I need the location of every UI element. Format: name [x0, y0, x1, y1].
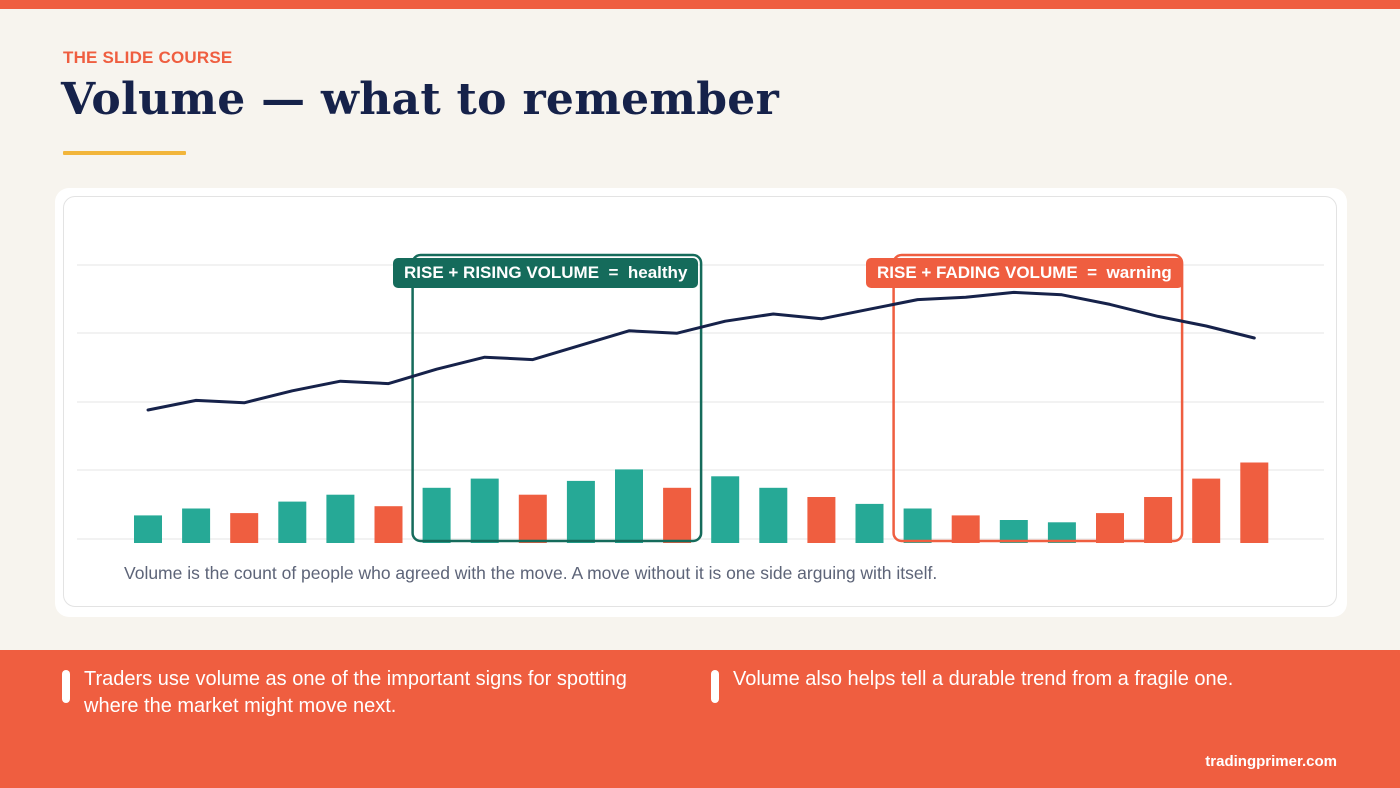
volume-bars	[134, 462, 1269, 543]
volume-bar	[1047, 522, 1076, 543]
footer-bullet: Traders use volume as one of the importa…	[62, 666, 662, 720]
warning-zone-box	[892, 253, 1184, 543]
volume-bar	[903, 508, 932, 543]
chart-caption: Volume is the count of people who agreed…	[124, 563, 938, 583]
volume-bar	[711, 476, 740, 543]
volume-bar	[182, 508, 211, 543]
healthy-zone-box	[411, 253, 703, 543]
volume-bar	[615, 469, 643, 543]
volume-bar	[759, 487, 788, 543]
volume-bar	[374, 506, 403, 543]
volume-bar	[470, 478, 499, 543]
footer-panel: Traders use volume as one of the importa…	[0, 650, 1400, 788]
annotation-boxes	[411, 253, 1184, 543]
volume-bar	[663, 487, 692, 543]
volume-bar	[999, 520, 1028, 543]
annotation-warning-label: RISE + FADING VOLUME = warning	[866, 258, 1183, 288]
top-accent-bar	[0, 0, 1400, 9]
annotation-healthy-label: RISE + RISING VOLUME = healthy	[393, 258, 699, 288]
site-credit: tradingprimer.com	[1205, 753, 1337, 770]
volume-bar	[566, 480, 595, 543]
volume-bar	[1096, 513, 1124, 543]
footer-bullet: Volume also helps tell a durable trend f…	[711, 666, 1351, 703]
volume-bar	[951, 515, 980, 543]
bullet-marker	[711, 670, 719, 703]
volume-bar	[134, 515, 162, 543]
volume-bar	[1192, 478, 1221, 543]
price-line-group	[146, 290, 1256, 412]
bullet-marker	[62, 670, 70, 703]
volume-bar	[278, 501, 307, 543]
page-title: Volume — what to remember	[61, 74, 780, 125]
volume-bar	[326, 494, 355, 543]
title-underline	[63, 151, 186, 155]
volume-bar	[855, 503, 884, 543]
volume-bar	[807, 497, 836, 543]
volume-bar	[1240, 462, 1269, 543]
price-line	[146, 290, 1256, 412]
volume-bar	[422, 487, 451, 543]
volume-bar	[1144, 497, 1173, 543]
volume-bar	[518, 494, 547, 543]
eyebrow-label: THE SLIDE COURSE	[63, 48, 233, 67]
volume-bar	[230, 513, 259, 543]
footer-bullet-text: Volume also helps tell a durable trend f…	[733, 668, 1234, 690]
footer-bullet-text: Traders use volume as one of the importa…	[84, 668, 627, 717]
